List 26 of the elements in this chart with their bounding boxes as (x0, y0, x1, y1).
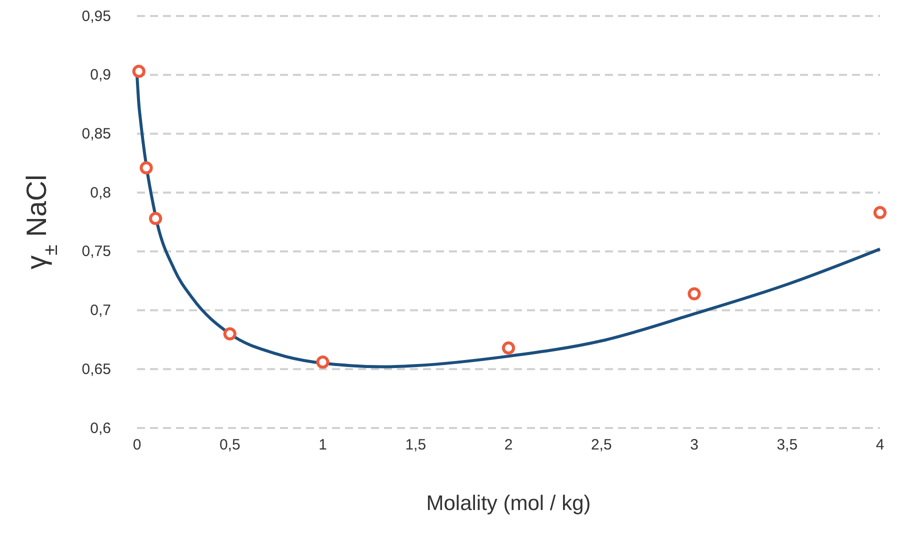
point (502, 341, 516, 354)
point (149, 212, 162, 226)
point (140, 161, 153, 174)
x-tick-label: 4 (876, 436, 884, 454)
x-tick-label: 2 (504, 436, 513, 454)
x-tick-label: 0,5 (219, 436, 240, 454)
y-tick-label: 0,85 (82, 126, 111, 143)
x-tick-label: 1 (318, 436, 327, 454)
x-tick-label: 1,5 (405, 436, 426, 454)
y-tick-label: 0,6 (90, 420, 111, 437)
x-axis-title: Molality (mol / kg) (426, 492, 591, 515)
x-tick-label: 0 (132, 436, 142, 454)
y-tick-label: 0,75 (82, 243, 111, 260)
point (132, 64, 146, 78)
y-tick-label: 0,95 (82, 8, 111, 25)
point (316, 356, 330, 369)
y-tick-label: 0,7 (90, 302, 111, 320)
point (223, 327, 236, 340)
y-tick-label: 0,65 (82, 360, 111, 378)
y-tick-label: 0,9 (90, 66, 111, 84)
point (688, 287, 701, 300)
y-tick-label: 0,8 (90, 184, 111, 202)
x-tick-label: 3 (690, 436, 698, 454)
x-tick-label: 2,5 (590, 436, 612, 454)
x-tick-label: 3,5 (776, 436, 798, 454)
point (873, 206, 887, 220)
